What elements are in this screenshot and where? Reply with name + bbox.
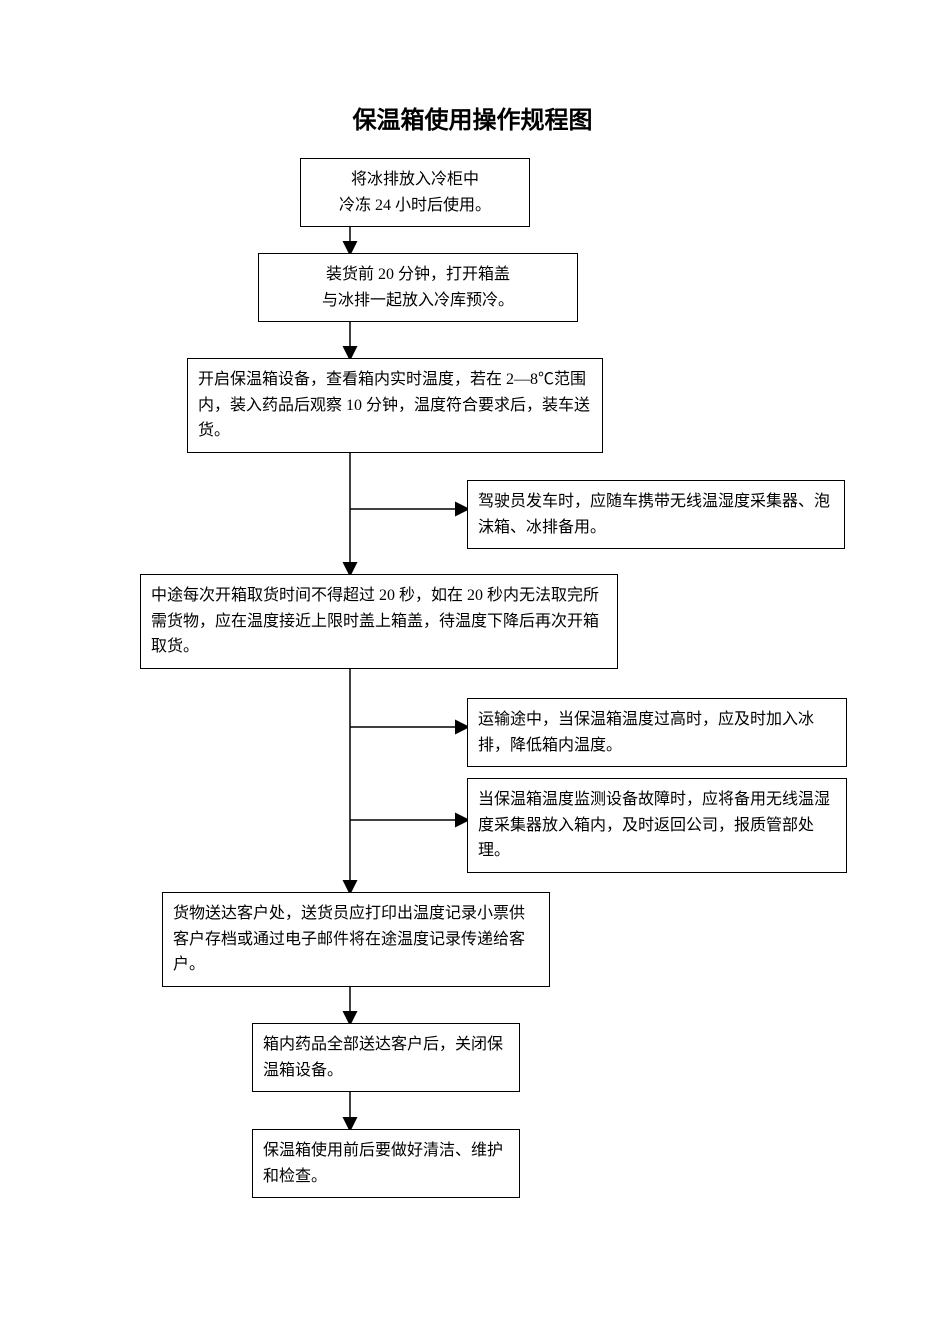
- flow-node-n6: 运输途中，当保温箱温度过高时，应及时加入冰排，降低箱内温度。: [467, 698, 847, 767]
- flow-node-n5: 中途每次开箱取货时间不得超过 20 秒，如在 20 秒内无法取完所需货物，应在温…: [140, 574, 618, 669]
- flow-node-n10: 保温箱使用前后要做好清洁、维护和检查。: [252, 1129, 520, 1198]
- flow-node-n2: 装货前 20 分钟，打开箱盖与冰排一起放入冷库预冷。: [258, 253, 578, 322]
- flow-node-n8: 货物送达客户处，送货员应打印出温度记录小票供客户存档或通过电子邮件将在途温度记录…: [162, 892, 550, 987]
- flow-node-n9: 箱内药品全部送达客户后，关闭保温箱设备。: [252, 1023, 520, 1092]
- flow-node-n4: 驾驶员发车时，应随车携带无线温湿度采集器、泡沫箱、冰排备用。: [467, 480, 845, 549]
- flow-node-n1: 将冰排放入冷柜中冷冻 24 小时后使用。: [300, 158, 530, 227]
- flow-node-n7: 当保温箱温度监测设备故障时，应将备用无线温湿度采集器放入箱内，及时返回公司，报质…: [467, 778, 847, 873]
- page-title: 保温箱使用操作规程图: [0, 100, 945, 135]
- flow-node-n3: 开启保温箱设备，查看箱内实时温度，若在 2—8℃范围内，装入药品后观察 10 分…: [187, 358, 603, 453]
